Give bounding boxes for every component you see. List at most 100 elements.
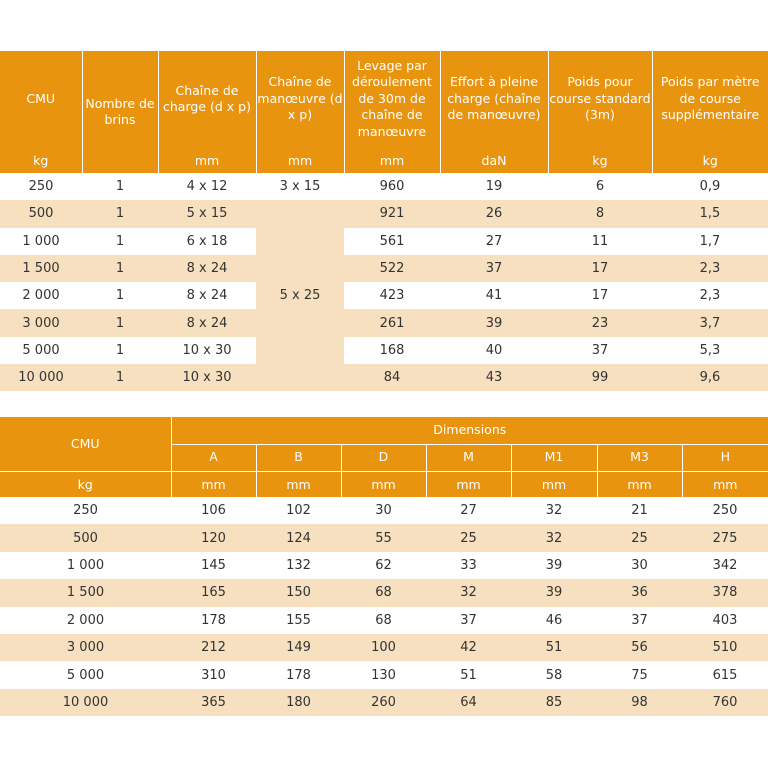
dimensions-table: CMU Dimensions A B D M M1 M3 H kg mm mm … bbox=[0, 417, 768, 717]
cell-m: 32 bbox=[426, 579, 511, 607]
cell-cmu: 3 000 bbox=[0, 633, 171, 662]
cell-effort: 39 bbox=[440, 309, 548, 337]
unit-chaine-manoeuvre: mm bbox=[255, 147, 344, 173]
cell-b: 155 bbox=[256, 606, 341, 634]
unit-h: mm bbox=[681, 471, 768, 497]
cell-b: 124 bbox=[256, 524, 341, 552]
cell-effort: 40 bbox=[440, 336, 548, 365]
cell-d: 55 bbox=[341, 524, 426, 552]
table-row: 10 000 365 180 260 64 85 98 760 bbox=[0, 688, 768, 717]
cell-poids-course: 17 bbox=[548, 282, 652, 310]
cell-h: 760 bbox=[682, 688, 768, 717]
header-dim-m1: M1 bbox=[510, 444, 597, 471]
cell-m1: 39 bbox=[511, 579, 597, 607]
cell-m3: 37 bbox=[597, 606, 682, 634]
cell-levage: 522 bbox=[344, 254, 440, 283]
table-row: 2 000 178 155 68 37 46 37 403 bbox=[0, 606, 768, 634]
cell-chaine-charge: 8 x 24 bbox=[158, 282, 256, 310]
table-row: 1 000 145 132 62 33 39 30 342 bbox=[0, 551, 768, 580]
cell-levage: 921 bbox=[344, 200, 440, 228]
cell-a: 212 bbox=[171, 633, 256, 662]
table-row: 1 500 1 8 x 24 522 37 17 2,3 bbox=[0, 254, 768, 283]
cell-m3: 21 bbox=[597, 497, 682, 525]
cell-chaine-charge: 5 x 15 bbox=[158, 200, 256, 228]
header-chaine-manoeuvre: Chaîne de manœuvre (d x p) bbox=[255, 51, 344, 147]
cell-h: 378 bbox=[682, 579, 768, 607]
cell-poids-course: 99 bbox=[548, 364, 652, 392]
unit-a: mm bbox=[170, 471, 256, 497]
cell-d: 68 bbox=[341, 579, 426, 607]
cell-m1: 39 bbox=[511, 551, 597, 580]
cell-poids-course: 8 bbox=[548, 200, 652, 228]
cell-brins: 1 bbox=[82, 309, 158, 337]
cell-levage: 561 bbox=[344, 227, 440, 255]
cell-brins: 1 bbox=[82, 173, 158, 201]
cell-m: 33 bbox=[426, 551, 511, 580]
cell-b: 150 bbox=[256, 579, 341, 607]
unit-cmu: kg bbox=[0, 471, 171, 497]
header-dim-b: B bbox=[255, 444, 341, 471]
cell-brins: 1 bbox=[82, 364, 158, 392]
unit-poids-course: kg bbox=[547, 147, 652, 173]
cell-cmu: 250 bbox=[0, 497, 171, 525]
header-cmu: CMU bbox=[0, 417, 171, 471]
cell-m: 51 bbox=[426, 661, 511, 689]
header-poids-metre: Poids par mètre de course supplémentaire bbox=[651, 51, 768, 147]
cell-b: 132 bbox=[256, 551, 341, 580]
header-effort: Effort à pleine charge (chaîne de manœuv… bbox=[439, 51, 548, 147]
cell-chaine-charge: 10 x 30 bbox=[158, 336, 256, 365]
cell-a: 120 bbox=[171, 524, 256, 552]
cell-h: 342 bbox=[682, 551, 768, 580]
cell-m1: 46 bbox=[511, 606, 597, 634]
unit-levage: mm bbox=[343, 147, 440, 173]
cell-effort: 19 bbox=[440, 173, 548, 201]
cell-cmu: 250 bbox=[0, 173, 82, 201]
cell-m1: 32 bbox=[511, 497, 597, 525]
cell-effort: 43 bbox=[440, 364, 548, 392]
cell-effort: 27 bbox=[440, 227, 548, 255]
table-row: 5 000 310 178 130 51 58 75 615 bbox=[0, 661, 768, 689]
cell-b: 180 bbox=[256, 688, 341, 717]
cell-m: 37 bbox=[426, 606, 511, 634]
cell-chaine-charge: 4 x 12 bbox=[158, 173, 256, 201]
cell-poids-metre: 0,9 bbox=[652, 173, 768, 201]
cell-poids-course: 6 bbox=[548, 173, 652, 201]
table-row: 3 000 1 8 x 24 261 39 23 3,7 bbox=[0, 309, 768, 337]
cell-cmu: 1 500 bbox=[0, 579, 171, 607]
cell-a: 106 bbox=[171, 497, 256, 525]
header-levage: Levage par déroulement de 30m de chaîne … bbox=[343, 51, 440, 147]
cell-m3: 25 bbox=[597, 524, 682, 552]
unit-poids-metre: kg bbox=[651, 147, 768, 173]
cell-brins: 1 bbox=[82, 200, 158, 228]
cell-h: 615 bbox=[682, 661, 768, 689]
cell-m1: 58 bbox=[511, 661, 597, 689]
cell-cmu: 10 000 bbox=[0, 364, 82, 392]
table-row: 500 1 5 x 15 5 x 25 921 26 8 1,5 bbox=[0, 200, 768, 392]
cell-d: 68 bbox=[341, 606, 426, 634]
unit-chaine-charge: mm bbox=[157, 147, 256, 173]
header-dim-m: M bbox=[425, 444, 511, 471]
cell-brins: 1 bbox=[82, 282, 158, 310]
cell-m1: 85 bbox=[511, 688, 597, 717]
cell-brins: 1 bbox=[82, 227, 158, 255]
hoist-specifications-table: CMU Nombre de brins Chaîne de charge (d … bbox=[0, 51, 768, 392]
cell-cmu: 5 000 bbox=[0, 336, 82, 365]
header-dim-d: D bbox=[340, 444, 426, 471]
table-row: 1 000 1 6 x 18 561 27 11 1,7 bbox=[0, 227, 768, 255]
cell-brins: 1 bbox=[82, 254, 158, 283]
cell-b: 178 bbox=[256, 661, 341, 689]
cell-m: 64 bbox=[426, 688, 511, 717]
cell-cmu: 5 000 bbox=[0, 661, 171, 689]
cell-m3: 56 bbox=[597, 633, 682, 662]
cell-h: 403 bbox=[682, 606, 768, 634]
cell-d: 62 bbox=[341, 551, 426, 580]
cell-brins: 1 bbox=[82, 336, 158, 365]
cell-h: 250 bbox=[682, 497, 768, 525]
cell-b: 102 bbox=[256, 497, 341, 525]
header-cmu: CMU bbox=[0, 51, 82, 147]
unit-m1: mm bbox=[510, 471, 597, 497]
table-row: 5 000 1 10 x 30 168 40 37 5,3 bbox=[0, 336, 768, 365]
cell-poids-metre: 1,5 bbox=[652, 200, 768, 228]
cell-effort: 41 bbox=[440, 282, 548, 310]
cell-m: 42 bbox=[426, 633, 511, 662]
